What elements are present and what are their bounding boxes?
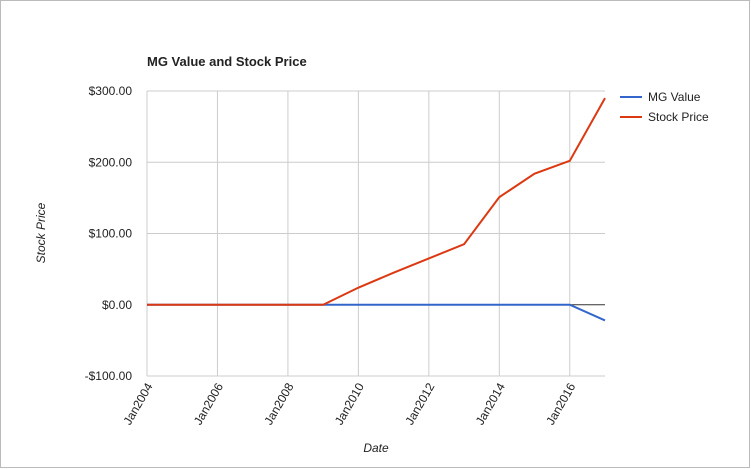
chart-title: MG Value and Stock Price bbox=[147, 54, 307, 69]
series-line bbox=[147, 97, 606, 306]
y-tick-label: $100.00 bbox=[89, 227, 133, 241]
y-tick-label: $300.00 bbox=[89, 84, 133, 98]
legend-label: MG Value bbox=[648, 90, 701, 104]
x-axis-title: Date bbox=[363, 441, 389, 455]
y-tick-label: $0.00 bbox=[102, 298, 132, 312]
y-tick-label: $200.00 bbox=[89, 155, 133, 169]
y-tick-label: -$100.00 bbox=[85, 369, 133, 383]
legend-label: Stock Price bbox=[648, 110, 709, 124]
y-axis-title: Stock Price bbox=[34, 202, 48, 263]
